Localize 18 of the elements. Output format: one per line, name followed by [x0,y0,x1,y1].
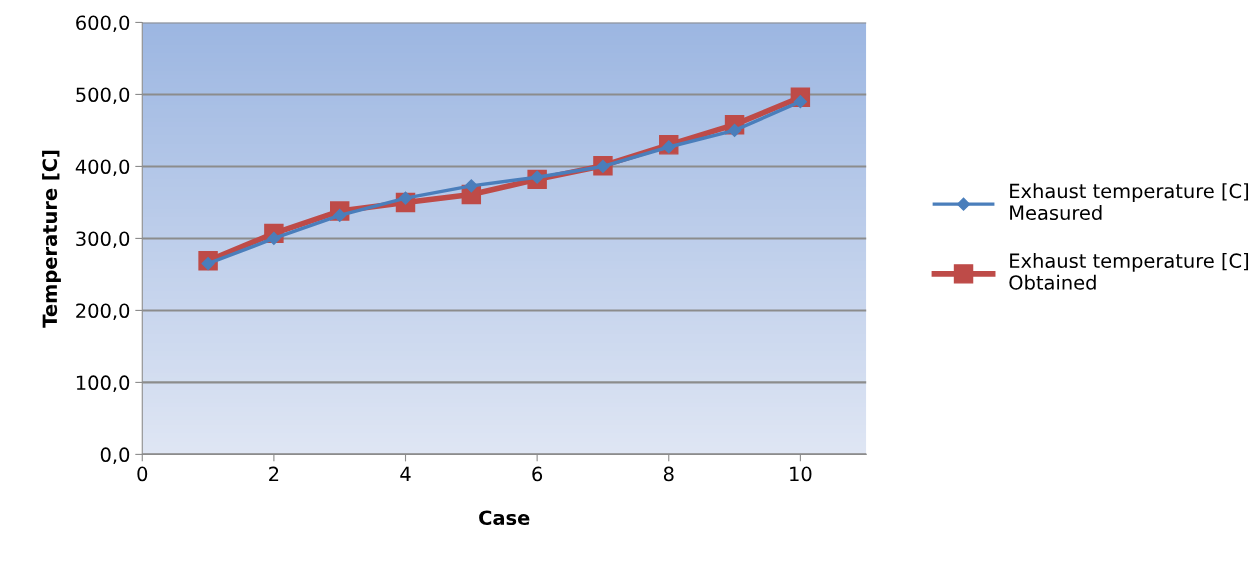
y-tick-label: 100,0 [76,375,130,393]
point [464,179,478,193]
y-tick-label: 600,0 [76,15,130,33]
legend-label: Exhaust temperature [C] Measured [1010,183,1249,221]
x-tick-label: 10 [790,466,812,482]
y-tick-label: 200,0 [76,303,130,321]
y-tick-label: 300,0 [76,231,130,249]
y-tick-label: 500,0 [76,87,130,105]
y-tick-label: 0,0 [100,447,130,465]
x-tick-label: 0 [137,466,148,482]
x-tick-label: 8 [663,466,674,482]
legend-label: Exhaust temperature [C] Obtained [1009,253,1249,290]
x-tick-label: 4 [400,466,411,481]
x-tick-label: 2 [269,466,279,481]
y-axis-title: Temperature [C] [42,150,61,328]
y-tick-label: 400,0 [75,159,130,177]
x-tick-label: 6 [532,466,543,482]
x-axis-title: Case [479,510,530,526]
